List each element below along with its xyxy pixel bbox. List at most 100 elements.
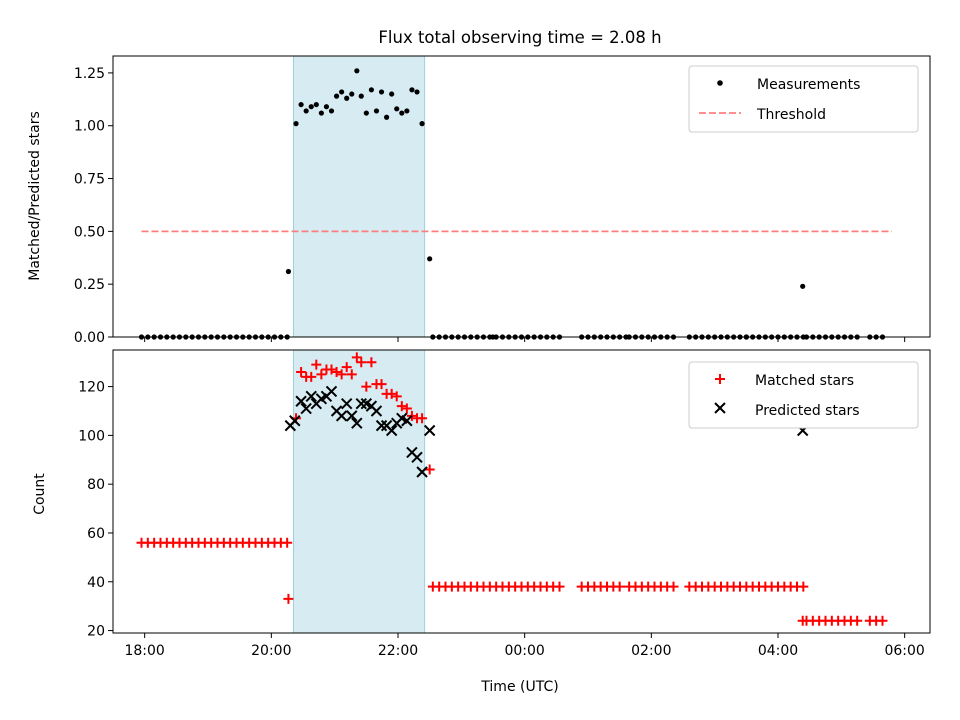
predicted-point bbox=[416, 466, 428, 478]
bottom-legend: Matched stars Predicted stars bbox=[688, 361, 919, 429]
y-tick-label: 0.25 bbox=[74, 277, 105, 293]
matched-point bbox=[356, 357, 367, 368]
matched-legend-marker bbox=[715, 374, 725, 384]
y-tick-label: 20 bbox=[87, 624, 105, 640]
chart-title: Flux total observing time = 2.08 h bbox=[378, 28, 661, 47]
matched-point bbox=[877, 615, 888, 626]
matched-point bbox=[614, 581, 625, 592]
bottom-xlabel: Time (UTC) bbox=[480, 679, 558, 695]
bottom-panel: 20 40 60 80 100 120 18:00 20:00 22:00 00:00 02:00 0… bbox=[78, 349, 931, 659]
observing-window bbox=[293, 349, 426, 634]
y-tick-label: 120 bbox=[78, 380, 105, 396]
predicted-legend-label: Predicted stars bbox=[755, 403, 860, 419]
y-tick-label: 100 bbox=[78, 428, 105, 444]
matched-legend-label: Matched stars bbox=[755, 373, 854, 389]
measurement-point bbox=[399, 110, 405, 116]
predicted-point bbox=[305, 390, 317, 403]
measurement-point bbox=[333, 93, 340, 99]
measurement-point bbox=[414, 89, 420, 95]
matched-point bbox=[797, 615, 808, 626]
measurement-point bbox=[354, 68, 360, 74]
measurement-point bbox=[285, 268, 292, 275]
matched-point bbox=[852, 615, 863, 626]
measurement-point bbox=[389, 91, 395, 97]
matched-point bbox=[331, 366, 342, 377]
axes-frame bbox=[112, 55, 931, 338]
matched-point bbox=[351, 352, 362, 363]
measurement-point bbox=[298, 101, 304, 108]
matched-point bbox=[366, 357, 377, 368]
measurements-legend-marker bbox=[717, 80, 723, 86]
measurement-point bbox=[339, 89, 345, 95]
matched-point bbox=[282, 537, 293, 548]
matched-point bbox=[376, 379, 387, 390]
measurement-point bbox=[404, 108, 410, 114]
measurement-point bbox=[358, 93, 364, 99]
measurement-point bbox=[349, 91, 355, 97]
x-tick-label: 18:00 bbox=[124, 643, 164, 659]
axes-frame bbox=[112, 349, 931, 634]
measurement-point bbox=[344, 95, 350, 101]
predicted-point bbox=[411, 451, 423, 464]
predicted-point bbox=[401, 415, 413, 427]
x-tick-label: 04:00 bbox=[758, 643, 798, 659]
y-tick-label: 80 bbox=[87, 477, 105, 493]
measurements-legend-label: Measurements bbox=[757, 77, 860, 93]
measurement-point bbox=[384, 114, 390, 120]
x-tick-label: 22:00 bbox=[378, 643, 418, 659]
measurement-point bbox=[800, 283, 806, 289]
x-tick-label: 06:00 bbox=[884, 643, 924, 659]
predicted-point bbox=[385, 424, 398, 437]
top-legend-box bbox=[688, 65, 919, 133]
measurement-point bbox=[318, 110, 324, 116]
y-tick-label: 40 bbox=[87, 575, 105, 591]
x-tick-label: 20:00 bbox=[251, 643, 291, 659]
measurement-point bbox=[373, 108, 380, 114]
measurement-point bbox=[409, 87, 415, 93]
predicted-legend-marker bbox=[714, 402, 726, 414]
y-tick-label: 1.25 bbox=[74, 66, 105, 82]
y-tick-label: 0.75 bbox=[74, 172, 105, 188]
measurement-point bbox=[427, 256, 433, 262]
predicted-point bbox=[335, 410, 348, 422]
matched-point bbox=[417, 413, 428, 424]
measurement-point bbox=[308, 104, 314, 110]
top-ylabel: Matched/Predicted stars bbox=[27, 111, 43, 281]
matched-point bbox=[361, 381, 372, 392]
matched-point bbox=[668, 581, 679, 592]
matched-point bbox=[341, 362, 352, 373]
predicted-point bbox=[375, 419, 388, 432]
matched-point bbox=[283, 593, 294, 604]
predicted-point bbox=[423, 424, 436, 437]
predicted-point bbox=[351, 417, 363, 429]
matched-point bbox=[296, 366, 307, 377]
bottom-legend-box bbox=[688, 361, 919, 429]
y-tick-label: 1.00 bbox=[74, 119, 105, 135]
x-tick-label: 02:00 bbox=[631, 643, 671, 659]
measurement-point bbox=[363, 110, 369, 116]
matched-point bbox=[326, 364, 337, 375]
x-tick-label: 00:00 bbox=[504, 643, 544, 659]
predicted-point bbox=[370, 405, 383, 417]
measurement-point bbox=[303, 108, 309, 114]
y-tick-label: 0.00 bbox=[74, 330, 105, 346]
predicted-point bbox=[300, 402, 312, 415]
matched-point bbox=[798, 581, 809, 592]
observing-window bbox=[293, 55, 426, 338]
threshold-legend-label: Threshold bbox=[756, 107, 826, 123]
matched-point bbox=[401, 403, 412, 414]
matched-point bbox=[424, 464, 435, 475]
predicted-point bbox=[295, 395, 307, 407]
matched-point bbox=[336, 369, 347, 380]
matched-point bbox=[346, 369, 357, 380]
matched-point bbox=[311, 359, 322, 370]
matched-point bbox=[554, 581, 565, 592]
measurement-point bbox=[419, 121, 425, 127]
top-panel: 0.00 0.25 0.50 0.75 1.00 1.25 bbox=[74, 55, 931, 346]
y-tick-label: 0.50 bbox=[74, 224, 105, 240]
measurement-point bbox=[328, 108, 335, 114]
predicted-point bbox=[340, 397, 353, 410]
matched-point bbox=[396, 401, 407, 412]
measurement-point bbox=[323, 104, 330, 110]
